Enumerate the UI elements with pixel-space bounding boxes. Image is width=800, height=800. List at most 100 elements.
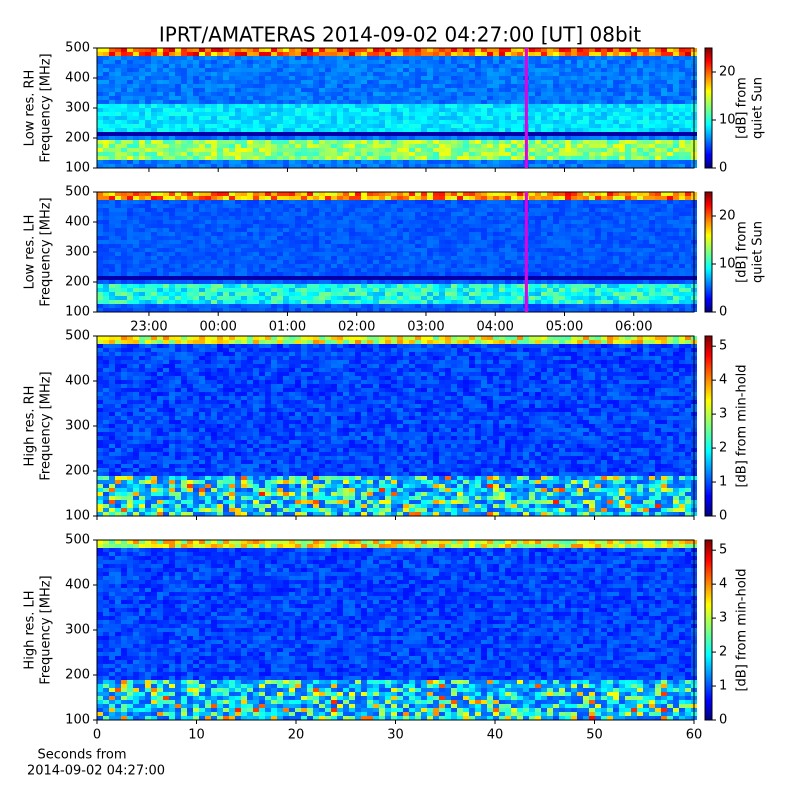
heatmap-cell xyxy=(313,108,319,112)
heatmap-cell xyxy=(265,236,271,240)
heatmap-cell xyxy=(565,120,571,124)
heatmap-cell xyxy=(355,64,361,68)
heatmap-cell xyxy=(307,220,313,224)
heatmap-cell xyxy=(271,80,277,84)
heatmap-cell xyxy=(463,128,469,132)
heatmap-cell xyxy=(337,72,343,76)
heatmap-cell xyxy=(229,196,235,200)
heatmap-cell xyxy=(529,244,535,248)
heatmap-cell xyxy=(313,96,319,100)
heatmap-cell xyxy=(613,260,619,264)
heatmap-cell xyxy=(175,240,181,244)
heatmap-cell xyxy=(655,220,661,224)
heatmap-cell xyxy=(187,92,193,96)
heatmap-cell xyxy=(355,212,361,216)
heatmap-cell xyxy=(487,96,493,100)
heatmap-cell xyxy=(241,96,247,100)
heatmap-cell xyxy=(109,104,115,108)
heatmap-cell xyxy=(541,156,547,160)
heatmap-cell xyxy=(397,120,403,124)
heatmap-cell xyxy=(187,208,193,212)
heatmap-cell xyxy=(583,56,589,60)
heatmap-cell xyxy=(265,240,271,244)
heatmap-cell xyxy=(511,88,517,92)
heatmap-cell xyxy=(337,56,343,60)
heatmap-cell xyxy=(181,200,187,204)
heatmap-cell xyxy=(241,124,247,128)
heatmap-cell xyxy=(505,264,511,268)
heatmap-cell xyxy=(235,240,241,244)
heatmap-cell xyxy=(181,268,187,272)
heatmap-cell xyxy=(253,148,259,152)
heatmap-cell xyxy=(175,84,181,88)
heatmap-cell xyxy=(361,128,367,132)
heatmap-cell xyxy=(493,108,499,112)
heatmap-cell xyxy=(343,224,349,228)
heatmap-cell xyxy=(511,220,517,224)
heatmap-cell xyxy=(505,96,511,100)
heatmap-cell xyxy=(481,148,487,152)
heatmap-cell xyxy=(235,92,241,96)
heatmap-cell xyxy=(331,268,337,272)
heatmap-cell xyxy=(103,88,109,92)
heatmap-cell xyxy=(205,120,211,124)
heatmap-cell xyxy=(547,104,553,108)
heatmap-cell xyxy=(517,244,523,248)
heatmap-cell xyxy=(187,268,193,272)
heatmap-cell xyxy=(613,92,619,96)
heatmap-cell xyxy=(109,96,115,100)
heatmap-cell xyxy=(463,248,469,252)
heatmap-cell xyxy=(391,100,397,104)
heatmap-cell xyxy=(463,268,469,272)
heatmap-cell xyxy=(259,60,265,64)
heatmap-cell xyxy=(529,204,535,208)
heatmap-cell xyxy=(499,264,505,268)
heatmap-cell xyxy=(337,144,343,148)
heatmap-cell xyxy=(115,212,121,216)
heatmap-cell xyxy=(349,136,355,140)
heatmap-cell xyxy=(307,232,313,236)
heatmap-cell xyxy=(511,232,517,236)
heatmap-cell xyxy=(415,128,421,132)
heatmap-cell xyxy=(115,132,121,136)
heatmap-cell xyxy=(673,60,679,64)
heatmap-cell xyxy=(535,112,541,116)
heatmap-cell xyxy=(223,80,229,84)
heatmap-cell xyxy=(661,224,667,228)
heatmap-cell xyxy=(109,144,115,148)
heatmap-cell xyxy=(163,164,169,168)
heatmap-cell xyxy=(607,88,613,92)
heatmap-cell xyxy=(457,212,463,216)
heatmap-cell xyxy=(577,60,583,64)
heatmap-cell xyxy=(541,152,547,156)
heatmap-cell xyxy=(547,84,553,88)
heatmap-cell xyxy=(133,256,139,260)
heatmap-cell xyxy=(259,80,265,84)
heatmap-cell xyxy=(199,236,205,240)
heatmap-cell xyxy=(481,156,487,160)
heatmap-cell xyxy=(109,148,115,152)
heatmap-cell xyxy=(109,200,115,204)
heatmap-cell xyxy=(235,84,241,88)
heatmap-cell xyxy=(379,164,385,168)
heatmap-cell xyxy=(241,68,247,72)
heatmap-cell xyxy=(361,236,367,240)
heatmap-cell xyxy=(607,256,613,260)
heatmap-cell xyxy=(211,72,217,76)
heatmap-cell xyxy=(301,72,307,76)
heatmap-cell xyxy=(403,208,409,212)
heatmap-cell xyxy=(331,192,337,196)
heatmap-cell xyxy=(187,56,193,60)
heatmap-cell xyxy=(649,236,655,240)
heatmap-cell xyxy=(385,144,391,148)
heatmap-cell xyxy=(667,128,673,132)
heatmap-cell xyxy=(103,244,109,248)
heatmap-cell xyxy=(487,144,493,148)
heatmap-cell xyxy=(127,68,133,72)
heatmap-cell xyxy=(259,88,265,92)
heatmap-cell xyxy=(349,156,355,160)
heatmap-cell xyxy=(103,160,109,164)
heatmap-cell xyxy=(565,192,571,196)
heatmap-cell xyxy=(433,260,439,264)
heatmap-cell xyxy=(301,232,307,236)
